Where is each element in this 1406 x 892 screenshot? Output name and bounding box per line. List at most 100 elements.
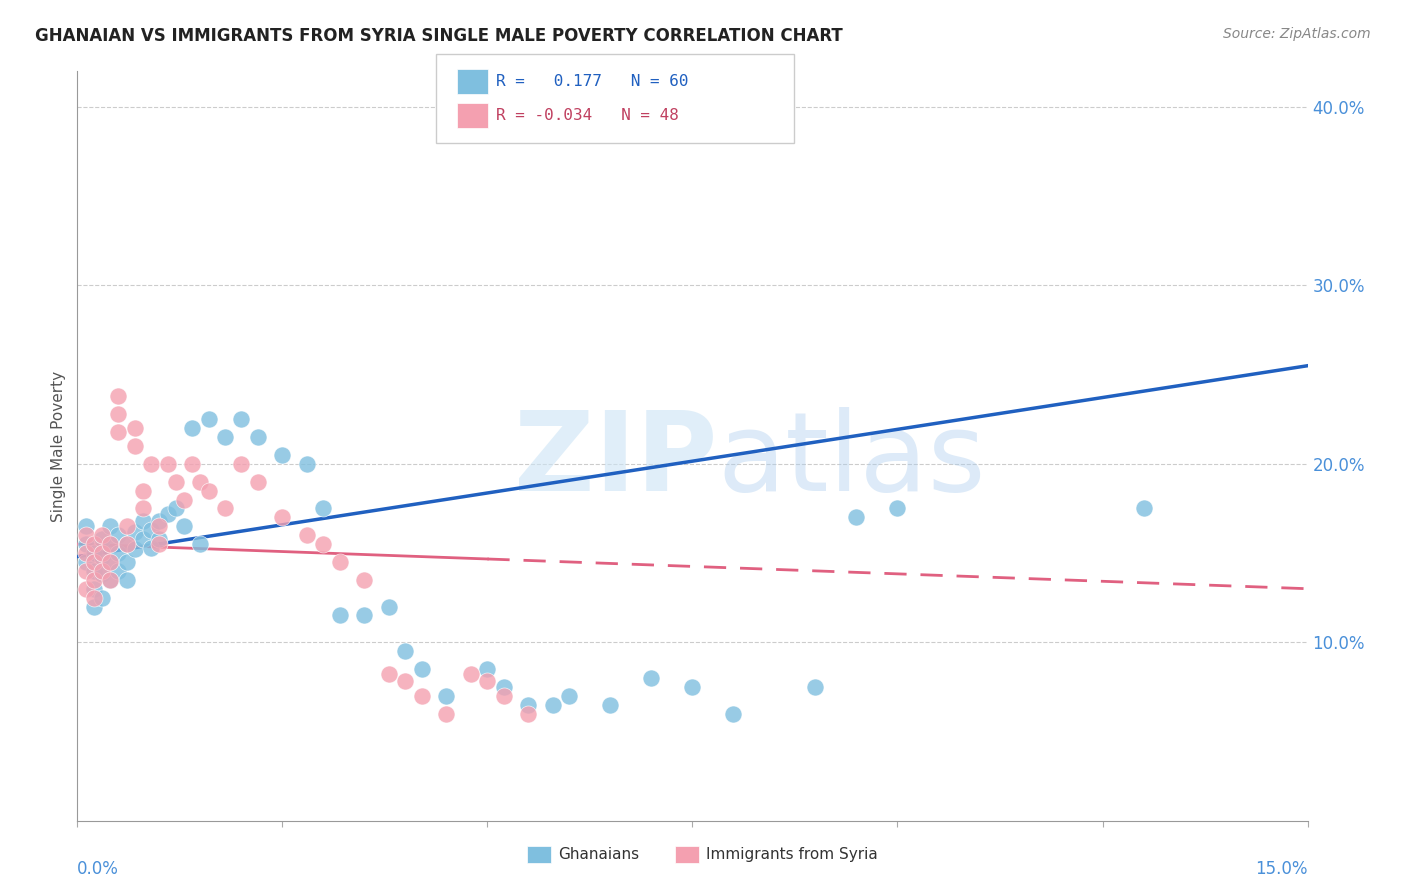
Text: ZIP: ZIP <box>513 408 717 515</box>
Point <box>411 662 433 676</box>
Point <box>394 674 416 689</box>
Point <box>329 608 352 623</box>
Point <box>115 519 138 533</box>
Text: atlas: atlas <box>717 408 986 515</box>
Point <box>75 582 97 596</box>
Point <box>517 706 540 721</box>
Point <box>246 430 269 444</box>
Point <box>231 412 253 426</box>
Point <box>124 421 146 435</box>
Point <box>107 389 129 403</box>
Point <box>271 448 294 462</box>
Text: 15.0%: 15.0% <box>1256 860 1308 878</box>
Point <box>173 519 195 533</box>
Point <box>83 537 105 551</box>
Point <box>148 514 170 528</box>
Point <box>141 523 163 537</box>
Point <box>98 573 121 587</box>
Point <box>75 555 97 569</box>
Point <box>886 501 908 516</box>
Point <box>477 662 499 676</box>
Point <box>231 457 253 471</box>
Point <box>214 501 236 516</box>
Point <box>107 546 129 560</box>
Point <box>845 510 868 524</box>
Point <box>181 421 204 435</box>
Text: GHANAIAN VS IMMIGRANTS FROM SYRIA SINGLE MALE POVERTY CORRELATION CHART: GHANAIAN VS IMMIGRANTS FROM SYRIA SINGLE… <box>35 27 844 45</box>
Point <box>329 555 352 569</box>
Point <box>197 483 219 498</box>
Point <box>90 528 114 542</box>
Point <box>98 573 121 587</box>
Point <box>75 528 97 542</box>
Point <box>517 698 540 712</box>
Point <box>148 532 170 546</box>
Point <box>173 492 195 507</box>
Point <box>75 564 97 578</box>
Point <box>90 564 114 578</box>
Point <box>98 537 121 551</box>
Point <box>115 573 138 587</box>
Point <box>436 689 458 703</box>
Point <box>436 706 458 721</box>
Text: 0.0%: 0.0% <box>77 860 120 878</box>
Point <box>558 689 581 703</box>
Point <box>90 591 114 605</box>
Point <box>804 680 827 694</box>
Point <box>295 528 318 542</box>
Point <box>83 573 105 587</box>
Point <box>353 573 375 587</box>
Point <box>98 555 121 569</box>
Point <box>214 430 236 444</box>
Point <box>83 591 105 605</box>
Point <box>312 537 335 551</box>
Point <box>107 564 129 578</box>
Point <box>188 537 212 551</box>
Point <box>156 457 179 471</box>
Point <box>492 680 515 694</box>
Point <box>107 528 129 542</box>
Text: Source: ZipAtlas.com: Source: ZipAtlas.com <box>1223 27 1371 41</box>
Point <box>90 549 114 564</box>
Point <box>75 519 97 533</box>
Point <box>132 514 155 528</box>
Point <box>124 542 146 557</box>
Point <box>98 555 121 569</box>
Point <box>141 541 163 555</box>
Point <box>541 698 564 712</box>
Point <box>83 555 105 569</box>
Point <box>132 501 155 516</box>
Point <box>312 501 335 516</box>
Point <box>98 519 121 533</box>
Text: R = -0.034   N = 48: R = -0.034 N = 48 <box>496 108 679 122</box>
Point <box>83 564 105 578</box>
Point <box>148 537 170 551</box>
Point <box>148 519 170 533</box>
Point <box>124 524 146 539</box>
Point <box>460 667 482 681</box>
Point <box>295 457 318 471</box>
Point <box>141 457 163 471</box>
Point <box>90 567 114 582</box>
Point <box>394 644 416 658</box>
Point <box>411 689 433 703</box>
Point <box>188 475 212 489</box>
Point <box>246 475 269 489</box>
Point <box>477 674 499 689</box>
Point <box>115 555 138 569</box>
Point <box>132 483 155 498</box>
Point <box>599 698 621 712</box>
Point <box>181 457 204 471</box>
Point <box>75 537 97 551</box>
Y-axis label: Single Male Poverty: Single Male Poverty <box>51 370 66 522</box>
Point <box>271 510 294 524</box>
Point <box>83 546 105 560</box>
Point <box>90 546 114 560</box>
Point <box>165 475 187 489</box>
Point <box>107 425 129 439</box>
Text: Immigrants from Syria: Immigrants from Syria <box>706 847 877 862</box>
Point <box>83 582 105 596</box>
Point <box>640 671 662 685</box>
Point <box>75 546 97 560</box>
Point <box>492 689 515 703</box>
